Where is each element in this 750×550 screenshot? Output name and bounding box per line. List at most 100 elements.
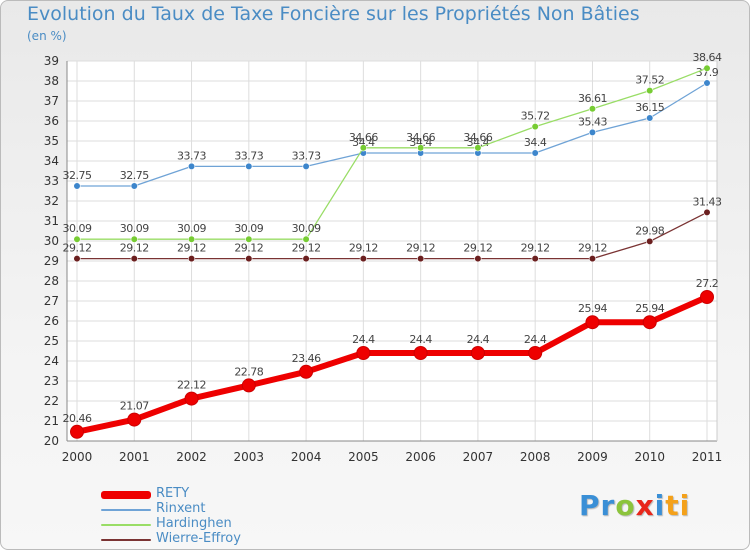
data-point-rety bbox=[184, 391, 199, 406]
data-label-rinxent: 34.4 bbox=[352, 136, 375, 149]
x-tick-label: 2003 bbox=[234, 450, 265, 464]
data-label-rety: 22.12 bbox=[177, 379, 206, 392]
data-label-rinxent: 32.75 bbox=[63, 169, 92, 182]
data-point-rety bbox=[356, 346, 371, 360]
data-point-hardinghen bbox=[130, 235, 138, 243]
legend-swatch bbox=[101, 508, 151, 511]
data-point-wierre-effroy bbox=[187, 255, 196, 263]
data-point-wierre-effroy bbox=[359, 255, 367, 263]
data-label-rinxent: 37.9 bbox=[696, 66, 719, 79]
data-label-rinxent: 33.73 bbox=[292, 149, 321, 162]
y-tick-label: 28 bbox=[44, 274, 59, 288]
legend-label: Hardinghen bbox=[156, 516, 232, 531]
data-label-wierre-effroy: 31.43 bbox=[693, 195, 722, 208]
y-tick-label: 39 bbox=[44, 54, 59, 68]
y-tick-label: 23 bbox=[44, 374, 59, 388]
data-label-hardinghen: 34.66 bbox=[463, 131, 492, 144]
y-tick-label: 35 bbox=[44, 134, 59, 148]
data-point-wierre-effroy bbox=[531, 255, 539, 263]
data-label-hardinghen: 34.66 bbox=[349, 131, 378, 144]
data-point-rinxent bbox=[588, 128, 597, 136]
y-tick-label: 27 bbox=[44, 294, 59, 308]
data-point-wierre-effroy bbox=[417, 255, 425, 263]
data-point-rety bbox=[413, 346, 428, 360]
data-label-wierre-effroy: 29.12 bbox=[63, 242, 92, 255]
data-label-rinxent: 34.4 bbox=[524, 136, 547, 149]
legend-item-rinxent: Rinxent bbox=[101, 501, 321, 517]
data-point-rety bbox=[700, 290, 714, 304]
data-label-rinxent: 32.75 bbox=[120, 169, 149, 182]
data-label-hardinghen: 30.09 bbox=[292, 222, 321, 235]
y-tick-label: 20 bbox=[44, 434, 59, 448]
chart-title: Evolution du Taux de Taxe Foncière sur l… bbox=[27, 3, 640, 25]
y-tick-label: 32 bbox=[44, 194, 59, 208]
x-tick-label: 2011 bbox=[692, 450, 723, 464]
data-point-hardinghen bbox=[187, 235, 196, 243]
y-tick-label: 25 bbox=[44, 334, 59, 348]
y-tick-label: 34 bbox=[44, 154, 59, 168]
data-point-rinxent bbox=[646, 114, 654, 122]
data-point-rety bbox=[299, 364, 314, 379]
data-point-hardinghen bbox=[474, 144, 482, 152]
data-point-rety bbox=[528, 346, 543, 360]
x-tick-label: 2010 bbox=[634, 450, 665, 464]
data-label-rinxent: 36.15 bbox=[635, 101, 664, 114]
y-tick-label: 30 bbox=[44, 234, 59, 248]
data-label-hardinghen: 30.09 bbox=[177, 222, 206, 235]
data-label-rinxent: 33.73 bbox=[234, 149, 263, 162]
data-label-rety: 24.4 bbox=[467, 333, 490, 346]
legend-label: Rinxent bbox=[156, 501, 206, 516]
data-point-rety bbox=[470, 346, 485, 360]
data-label-rety: 25.94 bbox=[578, 302, 607, 315]
data-point-rety bbox=[241, 378, 256, 393]
x-tick-label: 2004 bbox=[291, 450, 322, 464]
y-tick-label: 21 bbox=[44, 414, 59, 428]
data-point-rinxent bbox=[531, 149, 539, 157]
x-tick-label: 2000 bbox=[62, 450, 93, 464]
chart-unit-label: (en %) bbox=[27, 29, 67, 43]
data-point-hardinghen bbox=[73, 235, 81, 243]
data-label-hardinghen: 30.09 bbox=[234, 222, 263, 235]
data-label-hardinghen: 38.64 bbox=[693, 51, 722, 64]
x-tick-label: 2001 bbox=[119, 450, 150, 464]
legend-swatch bbox=[101, 538, 151, 541]
x-tick-label: 2007 bbox=[463, 450, 494, 464]
data-label-wierre-effroy: 29.12 bbox=[406, 242, 435, 255]
data-point-rety bbox=[127, 412, 142, 427]
x-tick-label: 2005 bbox=[348, 450, 379, 464]
data-label-rety: 23.46 bbox=[292, 352, 321, 365]
data-label-rinxent: 35.43 bbox=[578, 115, 607, 128]
data-label-hardinghen: 37.52 bbox=[635, 74, 664, 87]
y-tick-label: 37 bbox=[44, 94, 59, 108]
data-label-wierre-effroy: 29.12 bbox=[177, 242, 206, 255]
data-point-wierre-effroy bbox=[588, 255, 597, 263]
y-tick-label: 26 bbox=[44, 314, 59, 328]
data-point-rety bbox=[585, 315, 600, 330]
plot-area bbox=[67, 61, 717, 441]
data-label-wierre-effroy: 29.12 bbox=[463, 242, 492, 255]
data-point-rinxent bbox=[130, 182, 138, 190]
data-label-rety: 24.4 bbox=[524, 333, 547, 346]
data-point-hardinghen bbox=[531, 122, 539, 131]
y-tick-label: 36 bbox=[44, 114, 59, 128]
data-point-rinxent bbox=[187, 162, 196, 170]
data-label-rety: 22.78 bbox=[234, 365, 263, 378]
y-tick-label: 29 bbox=[44, 254, 59, 268]
legend-swatch bbox=[101, 523, 151, 526]
data-point-hardinghen bbox=[245, 235, 253, 243]
data-label-rinxent: 33.73 bbox=[177, 149, 206, 162]
data-label-rety: 20.46 bbox=[63, 412, 92, 425]
data-point-hardinghen bbox=[703, 64, 711, 72]
x-tick-label: 2008 bbox=[520, 450, 551, 464]
data-point-hardinghen bbox=[302, 235, 310, 243]
data-label-hardinghen: 30.09 bbox=[63, 222, 92, 235]
series-line-rety bbox=[74, 294, 710, 435]
data-label-rinxent: 34.4 bbox=[409, 136, 432, 149]
y-tick-label: 38 bbox=[44, 74, 59, 88]
data-label-wierre-effroy: 29.12 bbox=[120, 242, 149, 255]
data-label-rety: 24.4 bbox=[352, 333, 375, 346]
data-point-rinxent bbox=[73, 182, 81, 190]
data-label-wierre-effroy: 29.12 bbox=[578, 242, 607, 255]
